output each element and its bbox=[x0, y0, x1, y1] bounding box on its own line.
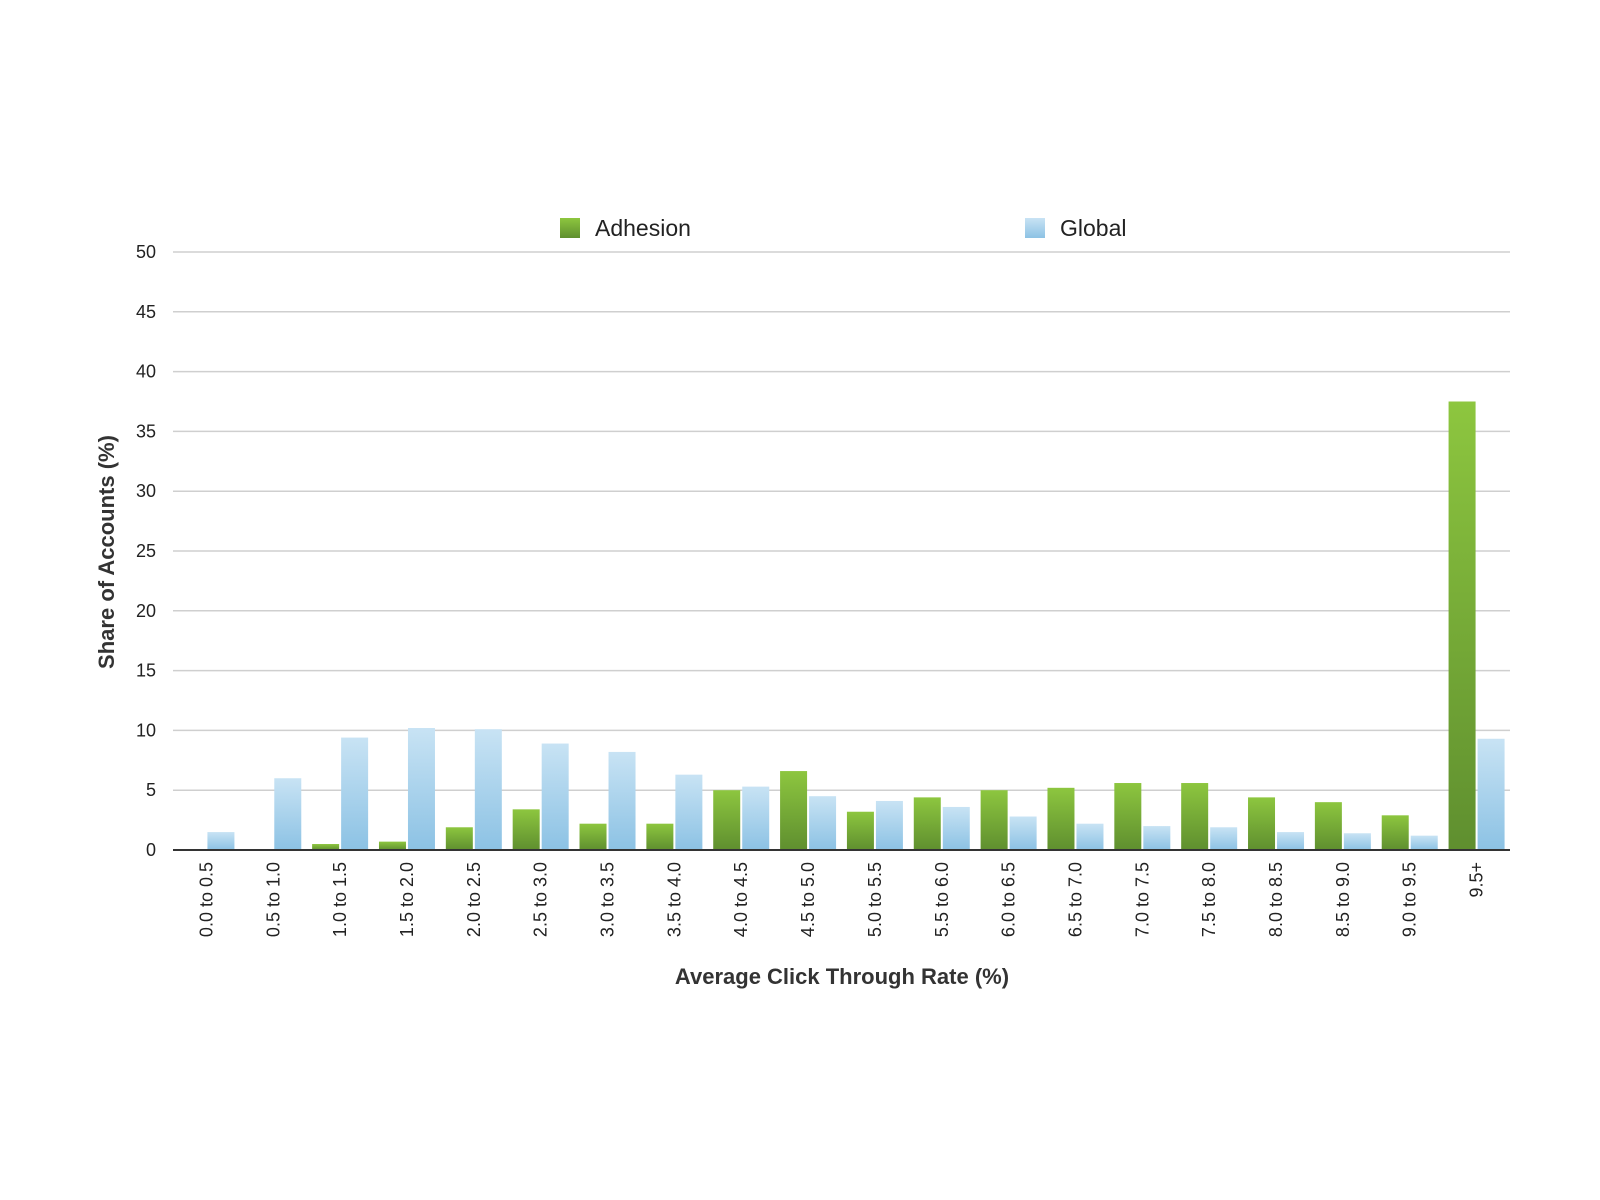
bar-global bbox=[1477, 738, 1505, 850]
bar-global bbox=[341, 737, 369, 850]
bar-global bbox=[474, 729, 502, 850]
bar-adhesion bbox=[1181, 783, 1209, 850]
x-tick-label: 4.5 to 5.0 bbox=[798, 862, 818, 937]
x-tick-label: 1.5 to 2.0 bbox=[397, 862, 417, 937]
x-tick-label: 5.5 to 6.0 bbox=[932, 862, 952, 937]
y-tick-label: 20 bbox=[136, 601, 156, 621]
bar-global bbox=[809, 796, 837, 850]
x-tick-label: 6.5 to 7.0 bbox=[1065, 862, 1085, 937]
bar-adhesion bbox=[846, 811, 874, 850]
y-tick-label: 0 bbox=[146, 840, 156, 860]
bar-global bbox=[742, 786, 770, 850]
bar-global bbox=[207, 832, 235, 850]
y-tick-label: 5 bbox=[146, 780, 156, 800]
bar-global bbox=[608, 751, 636, 850]
bar-global bbox=[1410, 835, 1438, 850]
bar-adhesion bbox=[1381, 815, 1409, 850]
bar-adhesion bbox=[445, 827, 473, 850]
bar-adhesion bbox=[913, 797, 941, 850]
bar-global bbox=[1343, 833, 1371, 850]
bar-global bbox=[1143, 826, 1171, 850]
bar-adhesion bbox=[980, 790, 1008, 850]
bar-global bbox=[675, 774, 703, 850]
axes: 0 5 10 15 20 25 30 35 40 45 50 0.0 to 0.5 0.5 to 1.0… bbox=[136, 242, 1510, 937]
x-tick-label: 7.5 to 8.0 bbox=[1199, 862, 1219, 937]
y-tick-label: 25 bbox=[136, 541, 156, 561]
bar-adhesion bbox=[646, 823, 674, 850]
bar-adhesion bbox=[1248, 797, 1276, 850]
bar-adhesion bbox=[1047, 787, 1075, 850]
bar-adhesion bbox=[1114, 783, 1142, 850]
y-tick-label: 10 bbox=[136, 720, 156, 740]
y-tick-label: 50 bbox=[136, 242, 156, 262]
x-tick-label: 3.5 to 4.0 bbox=[664, 862, 684, 937]
bar-adhesion bbox=[1314, 802, 1342, 850]
x-tick-label: 9.0 to 9.5 bbox=[1400, 862, 1420, 937]
x-tick-label: 8.0 to 8.5 bbox=[1266, 862, 1286, 937]
bar-adhesion bbox=[1448, 401, 1476, 850]
bar-adhesion bbox=[579, 823, 607, 850]
bar-adhesion bbox=[312, 844, 340, 850]
legend-label-global: Global bbox=[1060, 215, 1126, 241]
y-tick-label: 15 bbox=[136, 661, 156, 681]
bar-global bbox=[942, 806, 970, 850]
bar-global bbox=[407, 728, 435, 850]
legend-swatch-global bbox=[1025, 218, 1045, 238]
y-tick-label: 40 bbox=[136, 362, 156, 382]
y-tick-label: 45 bbox=[136, 302, 156, 322]
x-tick-label: 5.0 to 5.5 bbox=[865, 862, 885, 937]
y-tick-label: 35 bbox=[136, 421, 156, 441]
bar-adhesion bbox=[713, 790, 741, 850]
x-tick-label: 9.5+ bbox=[1467, 862, 1487, 898]
x-tick-label: 2.0 to 2.5 bbox=[464, 862, 484, 937]
y-tick-label: 30 bbox=[136, 481, 156, 501]
x-tick-label: 7.0 to 7.5 bbox=[1132, 862, 1152, 937]
x-tick-label: 0.5 to 1.0 bbox=[263, 862, 283, 937]
x-tick-label: 1.0 to 1.5 bbox=[330, 862, 350, 937]
bar-adhesion bbox=[378, 841, 406, 850]
x-tick-label: 3.0 to 3.5 bbox=[598, 862, 618, 937]
bar-global bbox=[1076, 823, 1104, 850]
bar-adhesion bbox=[780, 771, 808, 850]
bar-global bbox=[274, 778, 302, 850]
bar-global bbox=[1210, 827, 1238, 850]
bars bbox=[207, 401, 1505, 850]
bar-global bbox=[1277, 832, 1305, 850]
bar-global bbox=[875, 800, 903, 850]
legend-label-adhesion: Adhesion bbox=[595, 215, 691, 241]
x-tick-label: 0.0 to 0.5 bbox=[196, 862, 216, 937]
y-axis-title: Share of Accounts (%) bbox=[94, 435, 119, 669]
x-tick-label: 2.5 to 3.0 bbox=[531, 862, 551, 937]
legend-swatch-adhesion bbox=[560, 218, 580, 238]
x-tick-label: 8.5 to 9.0 bbox=[1333, 862, 1353, 937]
x-axis-title: Average Click Through Rate (%) bbox=[675, 964, 1009, 989]
x-tick-label: 4.0 to 4.5 bbox=[731, 862, 751, 937]
legend: Adhesion Global bbox=[560, 215, 1126, 241]
bar-global bbox=[1009, 816, 1037, 850]
bar-global bbox=[541, 743, 569, 850]
gridlines bbox=[173, 251, 1510, 791]
bar-adhesion bbox=[512, 809, 540, 850]
x-tick-label: 6.0 to 6.5 bbox=[999, 862, 1019, 937]
